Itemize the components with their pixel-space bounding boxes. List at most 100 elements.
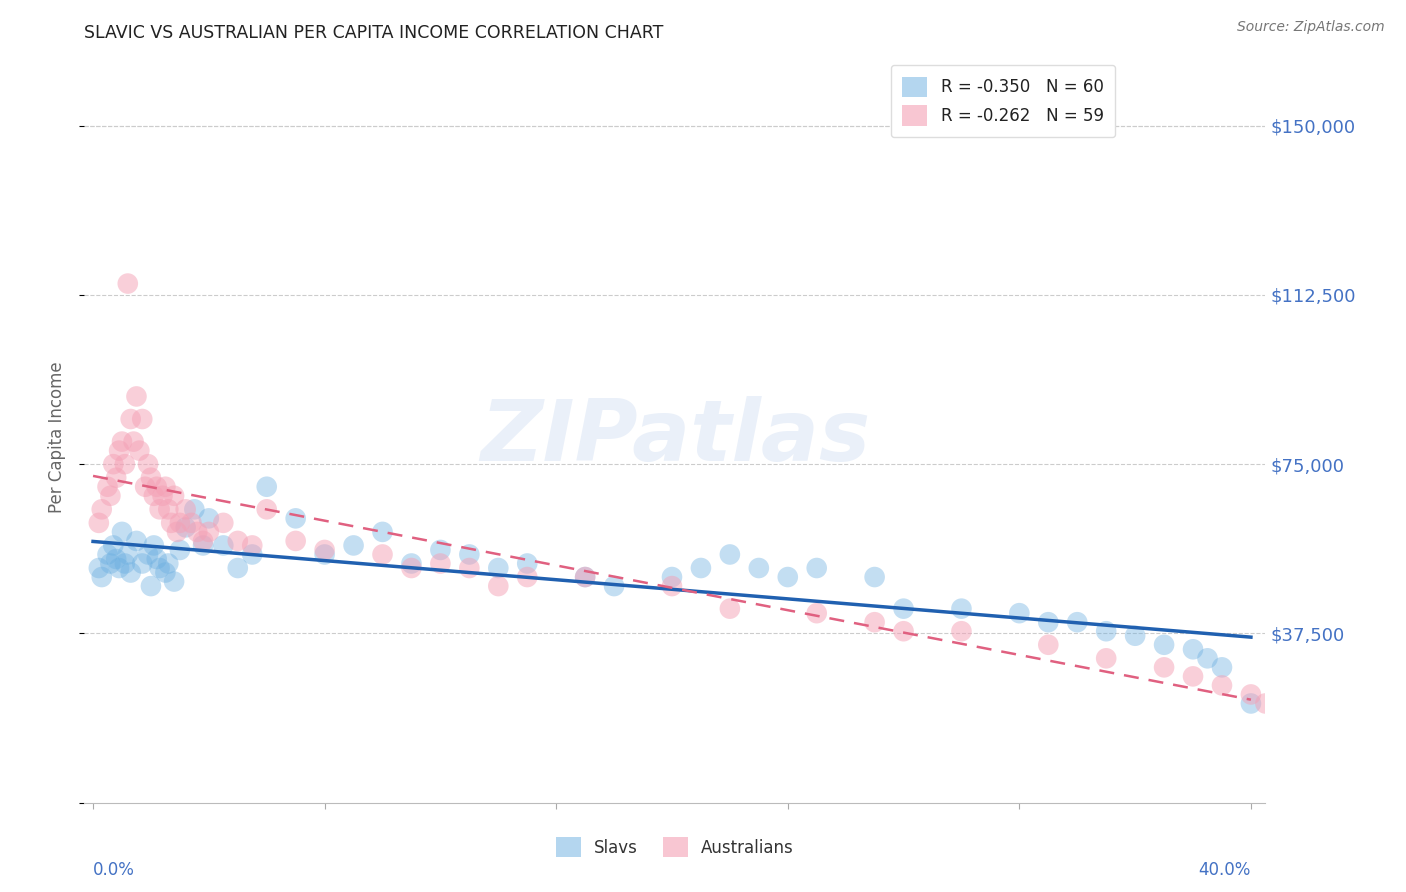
Point: [149, 561, 172, 575]
Point: [401, 561, 423, 575]
Point: [603, 579, 626, 593]
Point: [776, 570, 799, 584]
Point: [893, 601, 915, 615]
Point: [139, 471, 162, 485]
Point: [90, 502, 112, 516]
Point: [169, 543, 191, 558]
Point: [574, 570, 596, 584]
Point: [183, 502, 205, 516]
Point: [157, 502, 180, 516]
Y-axis label: Per Capita Income: Per Capita Income: [48, 361, 66, 513]
Point: [103, 538, 125, 552]
Point: [108, 443, 131, 458]
Point: [371, 524, 394, 539]
Point: [87, 561, 110, 575]
Point: [169, 516, 191, 530]
Point: [1153, 660, 1175, 674]
Point: [125, 389, 148, 403]
Point: [90, 570, 112, 584]
Point: [145, 480, 167, 494]
Point: [96, 480, 118, 494]
Point: [1211, 678, 1233, 692]
Point: [1038, 615, 1060, 630]
Point: [314, 543, 336, 558]
Legend: Slavs, Australians: Slavs, Australians: [550, 830, 800, 864]
Point: [486, 561, 509, 575]
Point: [458, 561, 481, 575]
Point: [186, 524, 208, 539]
Point: [256, 480, 278, 494]
Point: [191, 538, 214, 552]
Point: [429, 543, 451, 558]
Point: [950, 601, 973, 615]
Point: [114, 457, 136, 471]
Point: [806, 561, 828, 575]
Point: [125, 533, 148, 548]
Point: [690, 561, 713, 575]
Point: [152, 489, 174, 503]
Point: [160, 516, 183, 530]
Point: [1038, 638, 1060, 652]
Point: [574, 570, 596, 584]
Point: [87, 516, 110, 530]
Point: [1211, 660, 1233, 674]
Point: [748, 561, 770, 575]
Point: [100, 489, 122, 503]
Point: [1182, 669, 1205, 683]
Point: [174, 520, 197, 534]
Point: [240, 538, 263, 552]
Point: [114, 557, 136, 571]
Point: [149, 502, 172, 516]
Point: [314, 548, 336, 562]
Point: [105, 552, 128, 566]
Point: [661, 570, 683, 584]
Point: [131, 412, 153, 426]
Point: [139, 579, 162, 593]
Point: [136, 548, 159, 562]
Point: [120, 412, 142, 426]
Point: [142, 489, 165, 503]
Point: [284, 511, 307, 525]
Point: [174, 502, 197, 516]
Point: [1254, 697, 1277, 711]
Point: [1066, 615, 1088, 630]
Point: [117, 277, 139, 291]
Point: [240, 548, 263, 562]
Point: [863, 570, 886, 584]
Point: [893, 624, 915, 639]
Point: [103, 457, 125, 471]
Point: [155, 480, 177, 494]
Point: [122, 434, 145, 449]
Point: [226, 561, 249, 575]
Point: [111, 524, 134, 539]
Point: [96, 548, 118, 562]
Point: [256, 502, 278, 516]
Text: ZIPatlas: ZIPatlas: [479, 395, 870, 479]
Point: [191, 533, 214, 548]
Point: [198, 511, 221, 525]
Point: [120, 566, 142, 580]
Point: [1153, 638, 1175, 652]
Point: [661, 579, 683, 593]
Point: [117, 548, 139, 562]
Point: [166, 524, 188, 539]
Point: [131, 557, 153, 571]
Point: [1008, 606, 1031, 620]
Point: [1240, 688, 1263, 702]
Point: [1123, 629, 1146, 643]
Point: [157, 557, 180, 571]
Point: [163, 574, 186, 589]
Text: SLAVIC VS AUSTRALIAN PER CAPITA INCOME CORRELATION CHART: SLAVIC VS AUSTRALIAN PER CAPITA INCOME C…: [84, 24, 664, 42]
Point: [105, 471, 128, 485]
Point: [1095, 651, 1118, 665]
Point: [136, 457, 159, 471]
Text: Source: ZipAtlas.com: Source: ZipAtlas.com: [1237, 20, 1385, 34]
Text: 0.0%: 0.0%: [93, 862, 135, 880]
Point: [1240, 697, 1263, 711]
Point: [401, 557, 423, 571]
Point: [863, 615, 886, 630]
Point: [284, 533, 307, 548]
Point: [155, 566, 177, 580]
Point: [718, 601, 741, 615]
Point: [134, 480, 156, 494]
